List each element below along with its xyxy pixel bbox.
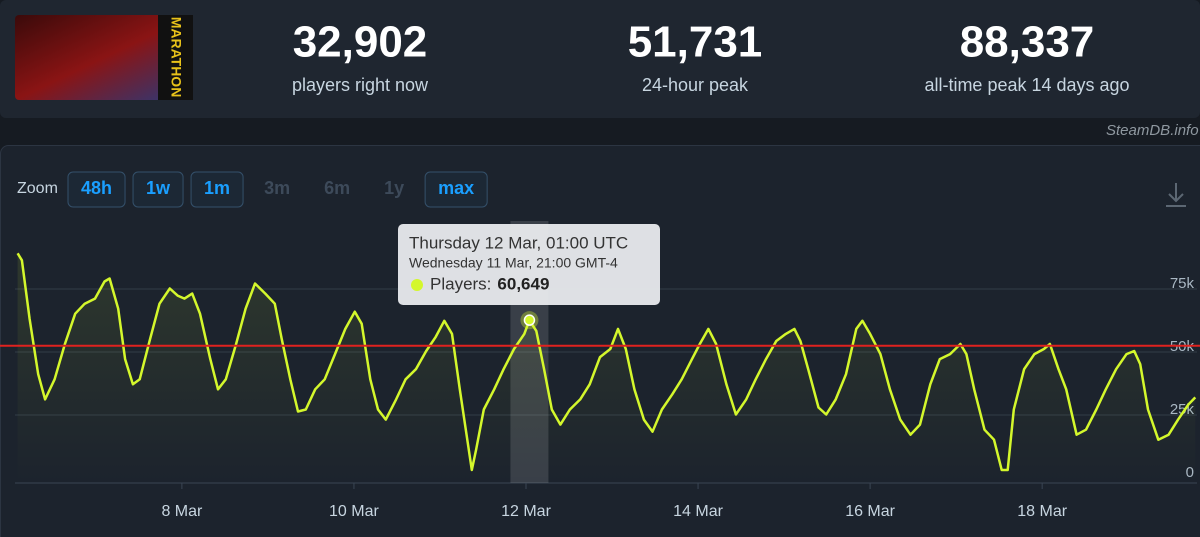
zoom-button-label: 1y bbox=[384, 178, 404, 198]
tooltip-label: Players: bbox=[430, 274, 491, 293]
header-panel bbox=[0, 0, 1200, 118]
stat-value: 32,902 bbox=[293, 18, 428, 67]
x-tick-label: 16 Mar bbox=[845, 503, 895, 520]
tooltip-value: 60,649 bbox=[497, 274, 549, 293]
logo-strip bbox=[158, 15, 193, 100]
watermark: SteamDB.info bbox=[1106, 122, 1199, 139]
x-tick-label: 14 Mar bbox=[673, 503, 723, 520]
tooltip-swatch bbox=[411, 279, 423, 291]
line-area bbox=[17, 253, 1196, 483]
stat-value: 51,731 bbox=[628, 18, 763, 67]
zoom-button-label: 1w bbox=[146, 178, 171, 198]
x-tick-label: 8 Mar bbox=[161, 503, 203, 520]
zoom-button-label: 6m bbox=[324, 178, 350, 198]
zoom-button[interactable] bbox=[132, 171, 184, 208]
zoom-label: Zoom bbox=[17, 180, 58, 197]
tooltip-date-utc: Thursday 12 Mar, 01:00 UTC bbox=[409, 233, 628, 252]
zoom-button-label: max bbox=[438, 178, 474, 198]
x-tick-label: 18 Mar bbox=[1017, 503, 1067, 520]
zoom-button[interactable] bbox=[190, 171, 244, 208]
download-icon[interactable] bbox=[1166, 183, 1186, 207]
zoom-button[interactable] bbox=[67, 171, 126, 208]
logo-text: MARATHON bbox=[168, 17, 184, 98]
stat-label: 24-hour peak bbox=[642, 75, 749, 95]
y-tick-label: 75k bbox=[1170, 275, 1195, 292]
tooltip-box bbox=[398, 224, 660, 305]
tooltip-date-local: Wednesday 11 Mar, 21:00 GMT-4 bbox=[409, 255, 618, 271]
x-tick-label: 12 Mar bbox=[501, 503, 551, 520]
stat-value: 88,337 bbox=[960, 18, 1095, 67]
zoom-button-label: 1m bbox=[204, 178, 230, 198]
zoom-button-label: 48h bbox=[81, 178, 112, 198]
hover-point bbox=[523, 314, 536, 326]
x-tick-label: 10 Mar bbox=[329, 503, 379, 520]
player-line bbox=[16, 252, 1197, 472]
game-image bbox=[15, 15, 193, 100]
stat-label: all-time peak 14 days ago bbox=[924, 75, 1129, 95]
zoom-button[interactable] bbox=[424, 171, 488, 208]
stat-label: players right now bbox=[292, 75, 429, 95]
zoom-button-label: 3m bbox=[264, 178, 290, 198]
